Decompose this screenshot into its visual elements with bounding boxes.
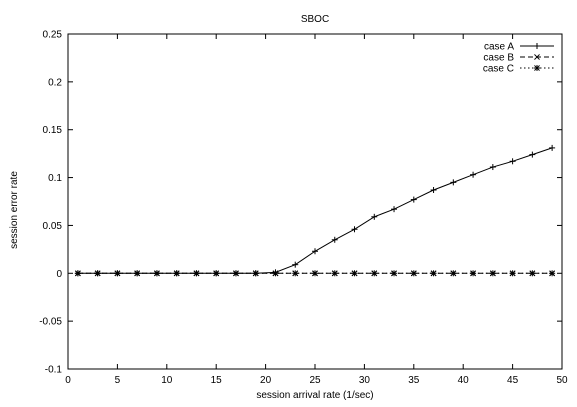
legend-label-case-b: case B <box>483 53 514 64</box>
legend-marker-case-a <box>534 43 540 49</box>
data-point-case-a <box>549 144 556 151</box>
y-tick-label: 0.25 <box>43 30 63 41</box>
data-point-case-c <box>371 270 378 277</box>
x-tick-label: 40 <box>458 375 470 386</box>
x-tick-label: 5 <box>115 375 121 386</box>
data-point-case-c <box>193 270 200 277</box>
data-point-case-c <box>94 270 101 277</box>
data-point-case-c <box>391 270 398 277</box>
chart-title: SBOC <box>301 14 329 25</box>
data-point-case-a <box>410 196 417 203</box>
x-tick-label: 15 <box>211 375 223 386</box>
data-point-case-c <box>312 270 318 277</box>
data-point-case-a <box>450 179 457 186</box>
y-axis-title: session error rate <box>9 171 20 249</box>
legend-label-case-a: case A <box>484 42 514 53</box>
data-point-case-c <box>134 270 141 277</box>
data-point-case-a <box>371 213 378 220</box>
data-point-case-c <box>549 270 556 277</box>
x-axis-title: session arrival rate (1/sec) <box>256 390 373 401</box>
data-point-case-a <box>470 171 477 178</box>
data-point-case-c <box>331 270 338 277</box>
data-point-case-c <box>509 270 516 277</box>
data-point-case-a <box>312 248 318 255</box>
x-tick-label: 20 <box>260 375 272 386</box>
data-point-case-c <box>450 270 457 277</box>
legend-label-case-c: case C <box>483 64 514 75</box>
x-tick-label: 10 <box>161 375 173 386</box>
y-tick-label: 0.15 <box>43 125 63 136</box>
data-point-case-a <box>529 151 536 158</box>
data-point-case-a <box>331 236 338 243</box>
data-point-case-c <box>470 270 477 277</box>
y-tick-label: 0.05 <box>43 221 63 232</box>
data-point-case-c <box>74 270 81 277</box>
y-tick-label: 0 <box>56 269 62 280</box>
data-point-case-c <box>430 270 437 277</box>
data-point-case-c <box>351 270 358 277</box>
x-tick-label: 35 <box>408 375 420 386</box>
data-point-case-a <box>351 226 358 233</box>
series-line-case-a <box>77 147 553 274</box>
data-point-case-a <box>292 261 299 268</box>
plot-frame <box>67 33 563 370</box>
data-point-case-a <box>509 158 516 165</box>
axes-layer: 0 5 10 15 20 25 30 35 40 45 50 -0.1 -0.05 0 0.05 0.1 0.1… <box>39 30 568 387</box>
series-layer <box>74 144 556 277</box>
legend-marker-case-c <box>534 65 540 71</box>
x-tick-label: 0 <box>65 375 71 386</box>
legend-marker-case-b <box>534 54 540 60</box>
data-point-case-c <box>529 270 536 277</box>
x-tick-label: 30 <box>359 375 371 386</box>
data-point-case-c <box>489 270 496 277</box>
data-point-case-c <box>153 270 160 277</box>
data-point-case-c <box>272 270 279 277</box>
data-point-case-c <box>232 270 239 277</box>
data-point-case-c <box>173 270 180 277</box>
x-tick-label: 25 <box>309 375 321 386</box>
x-tick-label: 45 <box>507 375 519 386</box>
data-point-case-a <box>430 187 437 194</box>
y-tick-label: -0.05 <box>39 317 62 328</box>
data-point-case-a <box>391 206 398 213</box>
data-point-case-c <box>292 270 299 277</box>
y-tick-label: 0.1 <box>48 173 62 184</box>
data-point-case-c <box>213 270 220 277</box>
data-point-case-c <box>252 270 259 277</box>
data-point-case-c <box>114 270 121 277</box>
data-point-case-c <box>410 270 417 277</box>
y-tick-label: 0.2 <box>48 77 62 88</box>
x-tick-label: 50 <box>556 375 568 386</box>
y-tick-label: -0.1 <box>45 365 63 376</box>
data-point-case-a <box>489 164 496 171</box>
